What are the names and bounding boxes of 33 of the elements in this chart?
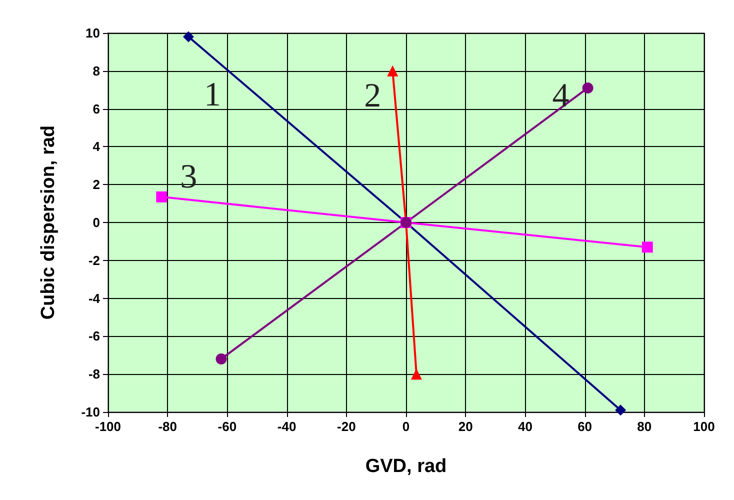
point (216, 353, 227, 364)
y-tick-label: -6 (88, 328, 100, 344)
y-tick-label: 10 (86, 26, 100, 40)
point (582, 82, 594, 94)
x-tick-label: 60 (578, 419, 592, 434)
y-tick-label: 0 (92, 215, 100, 230)
series-label: 1 (204, 76, 221, 114)
x-tick-label: -40 (277, 419, 296, 434)
point (182, 31, 194, 42)
y-axis-title: Cubic dispersion, rad (38, 125, 59, 320)
y-tick-label: 6 (92, 101, 100, 116)
x-tick-label: 100 (693, 419, 715, 434)
x-tick-label: 80 (637, 419, 652, 434)
series-label: 4 (552, 77, 570, 114)
x-axis-title: GVD, rad (365, 456, 447, 477)
x-tick-label: -100 (94, 419, 122, 434)
y-tick-label: 2 (92, 177, 100, 192)
x-tick-label: 20 (458, 419, 473, 434)
x-tick-label: -20 (337, 419, 356, 434)
y-tick-label: -2 (88, 252, 100, 268)
y-tick-label: 8 (92, 63, 100, 78)
y-tick-label: -4 (88, 290, 101, 306)
point (642, 242, 653, 253)
y-tick-label: -10 (81, 404, 100, 420)
y-tick-label: 4 (92, 139, 101, 154)
point (615, 404, 626, 416)
x-tick-label: -60 (218, 419, 237, 434)
y-tick-label: -8 (88, 366, 100, 382)
point (156, 191, 168, 202)
x-tick-label: -80 (158, 419, 177, 434)
x-tick-label: 40 (518, 419, 532, 434)
series-label: 2 (364, 77, 382, 114)
x-tick-label: 0 (402, 419, 410, 434)
